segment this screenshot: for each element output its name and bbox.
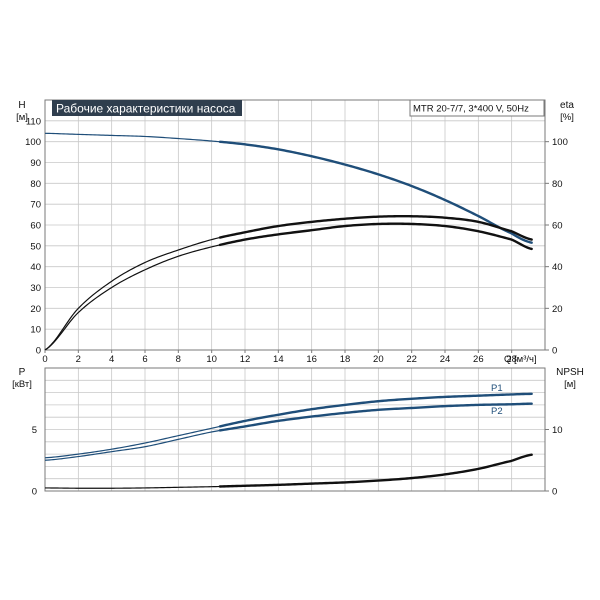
- head-tick-label: 20: [30, 304, 41, 315]
- chart-title-background: [52, 100, 242, 116]
- head-tick-label: 100: [25, 137, 41, 148]
- x-tick-label: 2: [76, 354, 81, 365]
- h-curve: [44, 132, 532, 244]
- eta-curve: [44, 223, 532, 351]
- bottom-panel-grid: [44, 367, 546, 492]
- head-tick-label: 80: [30, 179, 41, 190]
- eta-tick-label: 20: [552, 304, 563, 315]
- power-tick-label: 0: [32, 487, 37, 498]
- power-axis-unit: [кВт]: [12, 379, 32, 390]
- eta-tick-label: 40: [552, 262, 563, 273]
- eta-tick-label: 100: [552, 137, 568, 148]
- eta-axis-title: eta: [560, 100, 574, 111]
- x-tick-label: 18: [340, 354, 351, 365]
- power-tick-label: 5: [32, 425, 37, 436]
- x-tick-label: 24: [440, 354, 451, 365]
- head-tick-label: 30: [30, 283, 41, 294]
- tick-labels: 0 2 4 6 8 10 12 14 16 18 20 22 24 26 28010203040506070…: [25, 116, 568, 497]
- p1-curve-label: P1: [491, 383, 503, 394]
- x-tick-label: 16: [306, 354, 317, 365]
- eta-axis-unit: [%]: [560, 112, 574, 123]
- head-tick-label: 60: [30, 221, 41, 232]
- head-tick-label: 10: [30, 325, 41, 336]
- head-tick-label: 40: [30, 262, 41, 273]
- npsh-axis-title: NPSH: [556, 367, 584, 378]
- model-label: MTR 20-7/7, 3*400 V, 50Hz: [413, 104, 529, 115]
- npsh-curve-operating-range: [218, 453, 533, 488]
- eta-curve-operating-range: [218, 214, 533, 241]
- eta-tick-label: 80: [552, 179, 563, 190]
- top-panel-grid: [44, 99, 546, 351]
- eta-tick-label: 0: [552, 346, 557, 357]
- p2-curve-operating-range: [218, 402, 533, 432]
- x-tick-label: 14: [273, 354, 284, 365]
- model-label-background: [409, 99, 545, 117]
- npsh-tick-label: 10: [552, 425, 563, 436]
- x-tick-label: 10: [206, 354, 217, 365]
- x-tick-label: 12: [240, 354, 251, 365]
- h-curve-operating-range: [218, 140, 533, 244]
- p1-curve-operating-range: [218, 392, 533, 428]
- x-tick-label: 28: [506, 354, 517, 365]
- top-panel-series: [44, 132, 533, 351]
- chart-title: Рабочие характеристики насоса: [56, 102, 236, 116]
- x-tick-label: 6: [142, 354, 147, 365]
- head-tick-label: 0: [36, 346, 41, 357]
- head-tick-label: 70: [30, 200, 41, 211]
- p2-curve-label: P2: [491, 406, 503, 417]
- eta-tick-label: 60: [552, 221, 563, 232]
- bottom-panel-series: [44, 392, 533, 489]
- head-axis-title: H: [18, 100, 25, 111]
- head-tick-label: 50: [30, 241, 41, 252]
- x-tick-label: 4: [109, 354, 114, 365]
- npsh-axis-unit: [м]: [564, 379, 576, 390]
- head-tick-label: 90: [30, 158, 41, 169]
- npsh-tick-label: 0: [552, 487, 557, 498]
- x-tick-label: 8: [176, 354, 181, 365]
- head-tick-label: 110: [26, 116, 41, 127]
- power-axis-title: P: [19, 367, 26, 378]
- flow-axis-label: Q [м³/ч]: [504, 354, 537, 365]
- eta-curve-operating-range: [218, 222, 533, 251]
- p1-curve: [44, 393, 532, 459]
- x-tick-label: 0: [42, 354, 47, 365]
- x-tick-label: 20: [373, 354, 384, 365]
- x-tick-label: 26: [473, 354, 484, 365]
- head-axis-unit: [м]: [16, 112, 28, 123]
- x-tick-label: 22: [406, 354, 417, 365]
